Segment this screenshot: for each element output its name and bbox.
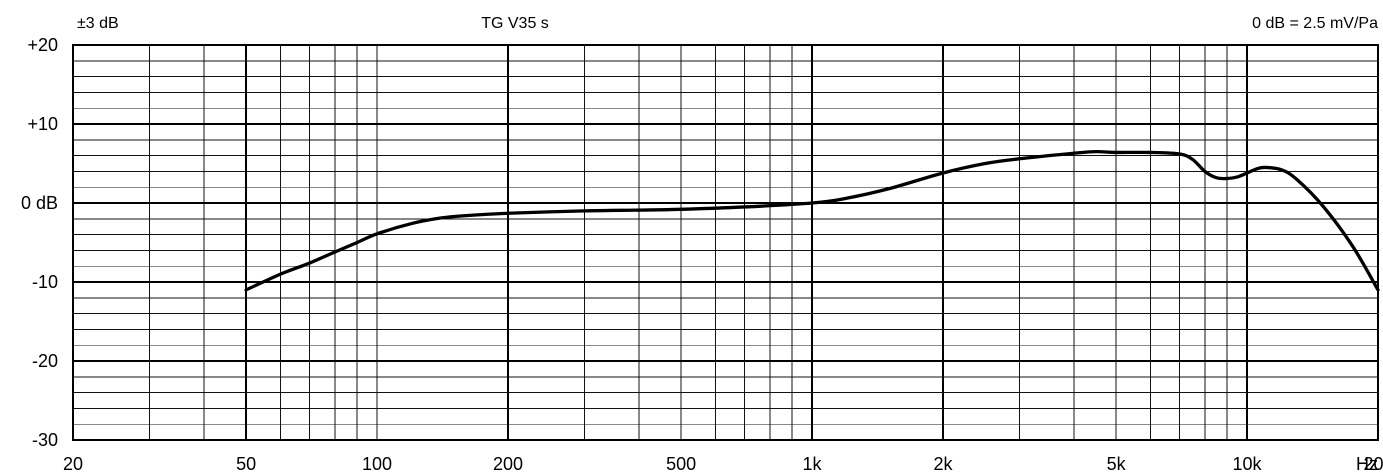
x-tick-label: 500 [666, 454, 696, 474]
grid-lines [73, 45, 1378, 440]
plot-frame [72, 44, 1379, 441]
x-tick-label: 2k [933, 454, 953, 474]
x-tick-label: 20k [1363, 454, 1383, 474]
tolerance-label: ±3 dB [77, 15, 119, 32]
model-title: TG V35 s [481, 15, 549, 32]
y-tick-label: -10 [32, 272, 58, 292]
x-tick-label: 20 [63, 454, 83, 474]
y-tick-label: 0 dB [21, 193, 58, 213]
y-tick-label: +20 [27, 35, 58, 55]
x-tick-label: 1k [803, 454, 823, 474]
x-tick-label: 100 [362, 454, 392, 474]
x-axis-labels: 20 50 100 200 500 1k 2k 5k 10k 20k [63, 454, 1383, 474]
response-curve [244, 149, 1380, 292]
x-tick-label: 200 [493, 454, 523, 474]
y-tick-label: -30 [32, 430, 58, 450]
x-tick-label: 50 [236, 454, 256, 474]
y-tick-label: +10 [27, 114, 58, 134]
x-tick-label: 5k [1107, 454, 1127, 474]
reference-label: 0 dB = 2.5 mV/Pa [1252, 15, 1378, 32]
y-axis-labels: +20 +10 0 dB -10 -20 -30 [21, 35, 58, 450]
x-tick-label: 10k [1233, 454, 1263, 474]
x-unit-label: Hz [1356, 454, 1378, 474]
y-tick-label: -20 [32, 351, 58, 371]
